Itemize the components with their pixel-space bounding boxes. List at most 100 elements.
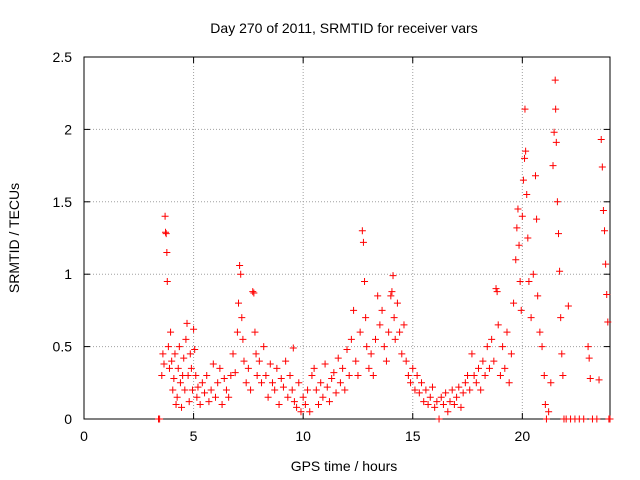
data-point <box>330 369 338 377</box>
data-point <box>218 401 226 409</box>
data-point <box>262 372 270 380</box>
data-point <box>251 328 259 336</box>
data-point <box>479 357 487 365</box>
data-point <box>249 288 257 296</box>
data-point <box>156 415 164 423</box>
data-point <box>483 343 491 351</box>
data-point <box>603 290 611 298</box>
data-point <box>450 401 458 409</box>
data-point <box>378 306 386 314</box>
data-points <box>155 76 614 423</box>
data-point <box>382 357 390 365</box>
data-point <box>317 379 325 387</box>
y-tick-label: 1 <box>64 266 72 282</box>
data-point <box>550 128 558 136</box>
data-point <box>580 415 588 423</box>
data-point <box>584 343 592 351</box>
data-point <box>422 386 430 394</box>
data-point <box>534 292 542 300</box>
data-point <box>158 372 166 380</box>
data-point <box>220 374 228 382</box>
data-point <box>160 360 168 368</box>
data-point <box>315 401 323 409</box>
data-point <box>253 372 261 380</box>
data-point <box>426 393 434 401</box>
data-point <box>237 270 245 278</box>
data-point <box>444 408 452 416</box>
x-tick-label: 10 <box>295 428 311 444</box>
data-point <box>266 360 274 368</box>
data-point <box>275 401 283 409</box>
data-point <box>407 379 415 387</box>
data-point <box>409 364 417 372</box>
data-point <box>515 241 523 249</box>
data-point <box>586 374 594 382</box>
data-point <box>164 343 172 351</box>
data-point <box>236 262 244 270</box>
data-point <box>540 372 548 380</box>
data-point <box>185 398 193 406</box>
data-point <box>312 386 320 394</box>
data-point <box>598 163 606 171</box>
data-point <box>552 138 560 146</box>
data-point <box>222 386 230 394</box>
data-point <box>341 386 349 394</box>
data-point <box>597 136 605 144</box>
data-point <box>306 408 314 416</box>
data-point <box>547 379 555 387</box>
data-point <box>207 386 215 394</box>
data-point <box>162 228 170 236</box>
data-point <box>244 364 252 372</box>
data-point <box>198 379 206 387</box>
data-point <box>496 372 504 380</box>
data-point <box>304 386 312 394</box>
data-point <box>182 335 190 343</box>
data-point <box>343 345 351 353</box>
data-point <box>388 288 396 296</box>
data-point <box>196 401 204 409</box>
data-point <box>163 248 171 256</box>
data-point <box>601 227 609 235</box>
data-point <box>485 364 493 372</box>
data-point <box>453 393 461 401</box>
data-point <box>347 335 355 343</box>
data-point <box>461 379 469 387</box>
data-point <box>446 398 454 406</box>
data-point <box>176 379 184 387</box>
y-tick-label: 2.5 <box>53 49 73 65</box>
data-point <box>188 386 196 394</box>
data-point <box>556 267 564 275</box>
data-point <box>201 389 209 397</box>
data-point <box>205 398 213 406</box>
data-point <box>289 344 297 352</box>
data-point <box>255 357 263 365</box>
data-point <box>172 401 180 409</box>
data-point <box>411 386 419 394</box>
data-point <box>517 306 525 314</box>
data-point <box>209 360 217 368</box>
data-point <box>295 379 303 387</box>
grid-lines <box>84 57 610 419</box>
data-point <box>439 401 447 409</box>
data-point <box>279 383 287 391</box>
data-point <box>191 345 199 353</box>
data-point <box>212 393 219 401</box>
data-point <box>171 350 179 358</box>
data-point <box>604 318 612 326</box>
data-point <box>525 277 533 285</box>
data-point <box>536 328 544 336</box>
data-point <box>533 215 541 223</box>
data-point <box>339 364 347 372</box>
data-point <box>428 383 436 391</box>
data-point <box>521 154 529 162</box>
data-point <box>229 350 237 358</box>
data-point <box>505 379 513 387</box>
data-point <box>376 321 384 329</box>
data-point <box>363 343 371 351</box>
data-point <box>481 372 489 380</box>
data-point <box>173 393 181 401</box>
data-point <box>260 343 268 351</box>
data-point <box>181 386 189 394</box>
data-point <box>527 314 535 322</box>
